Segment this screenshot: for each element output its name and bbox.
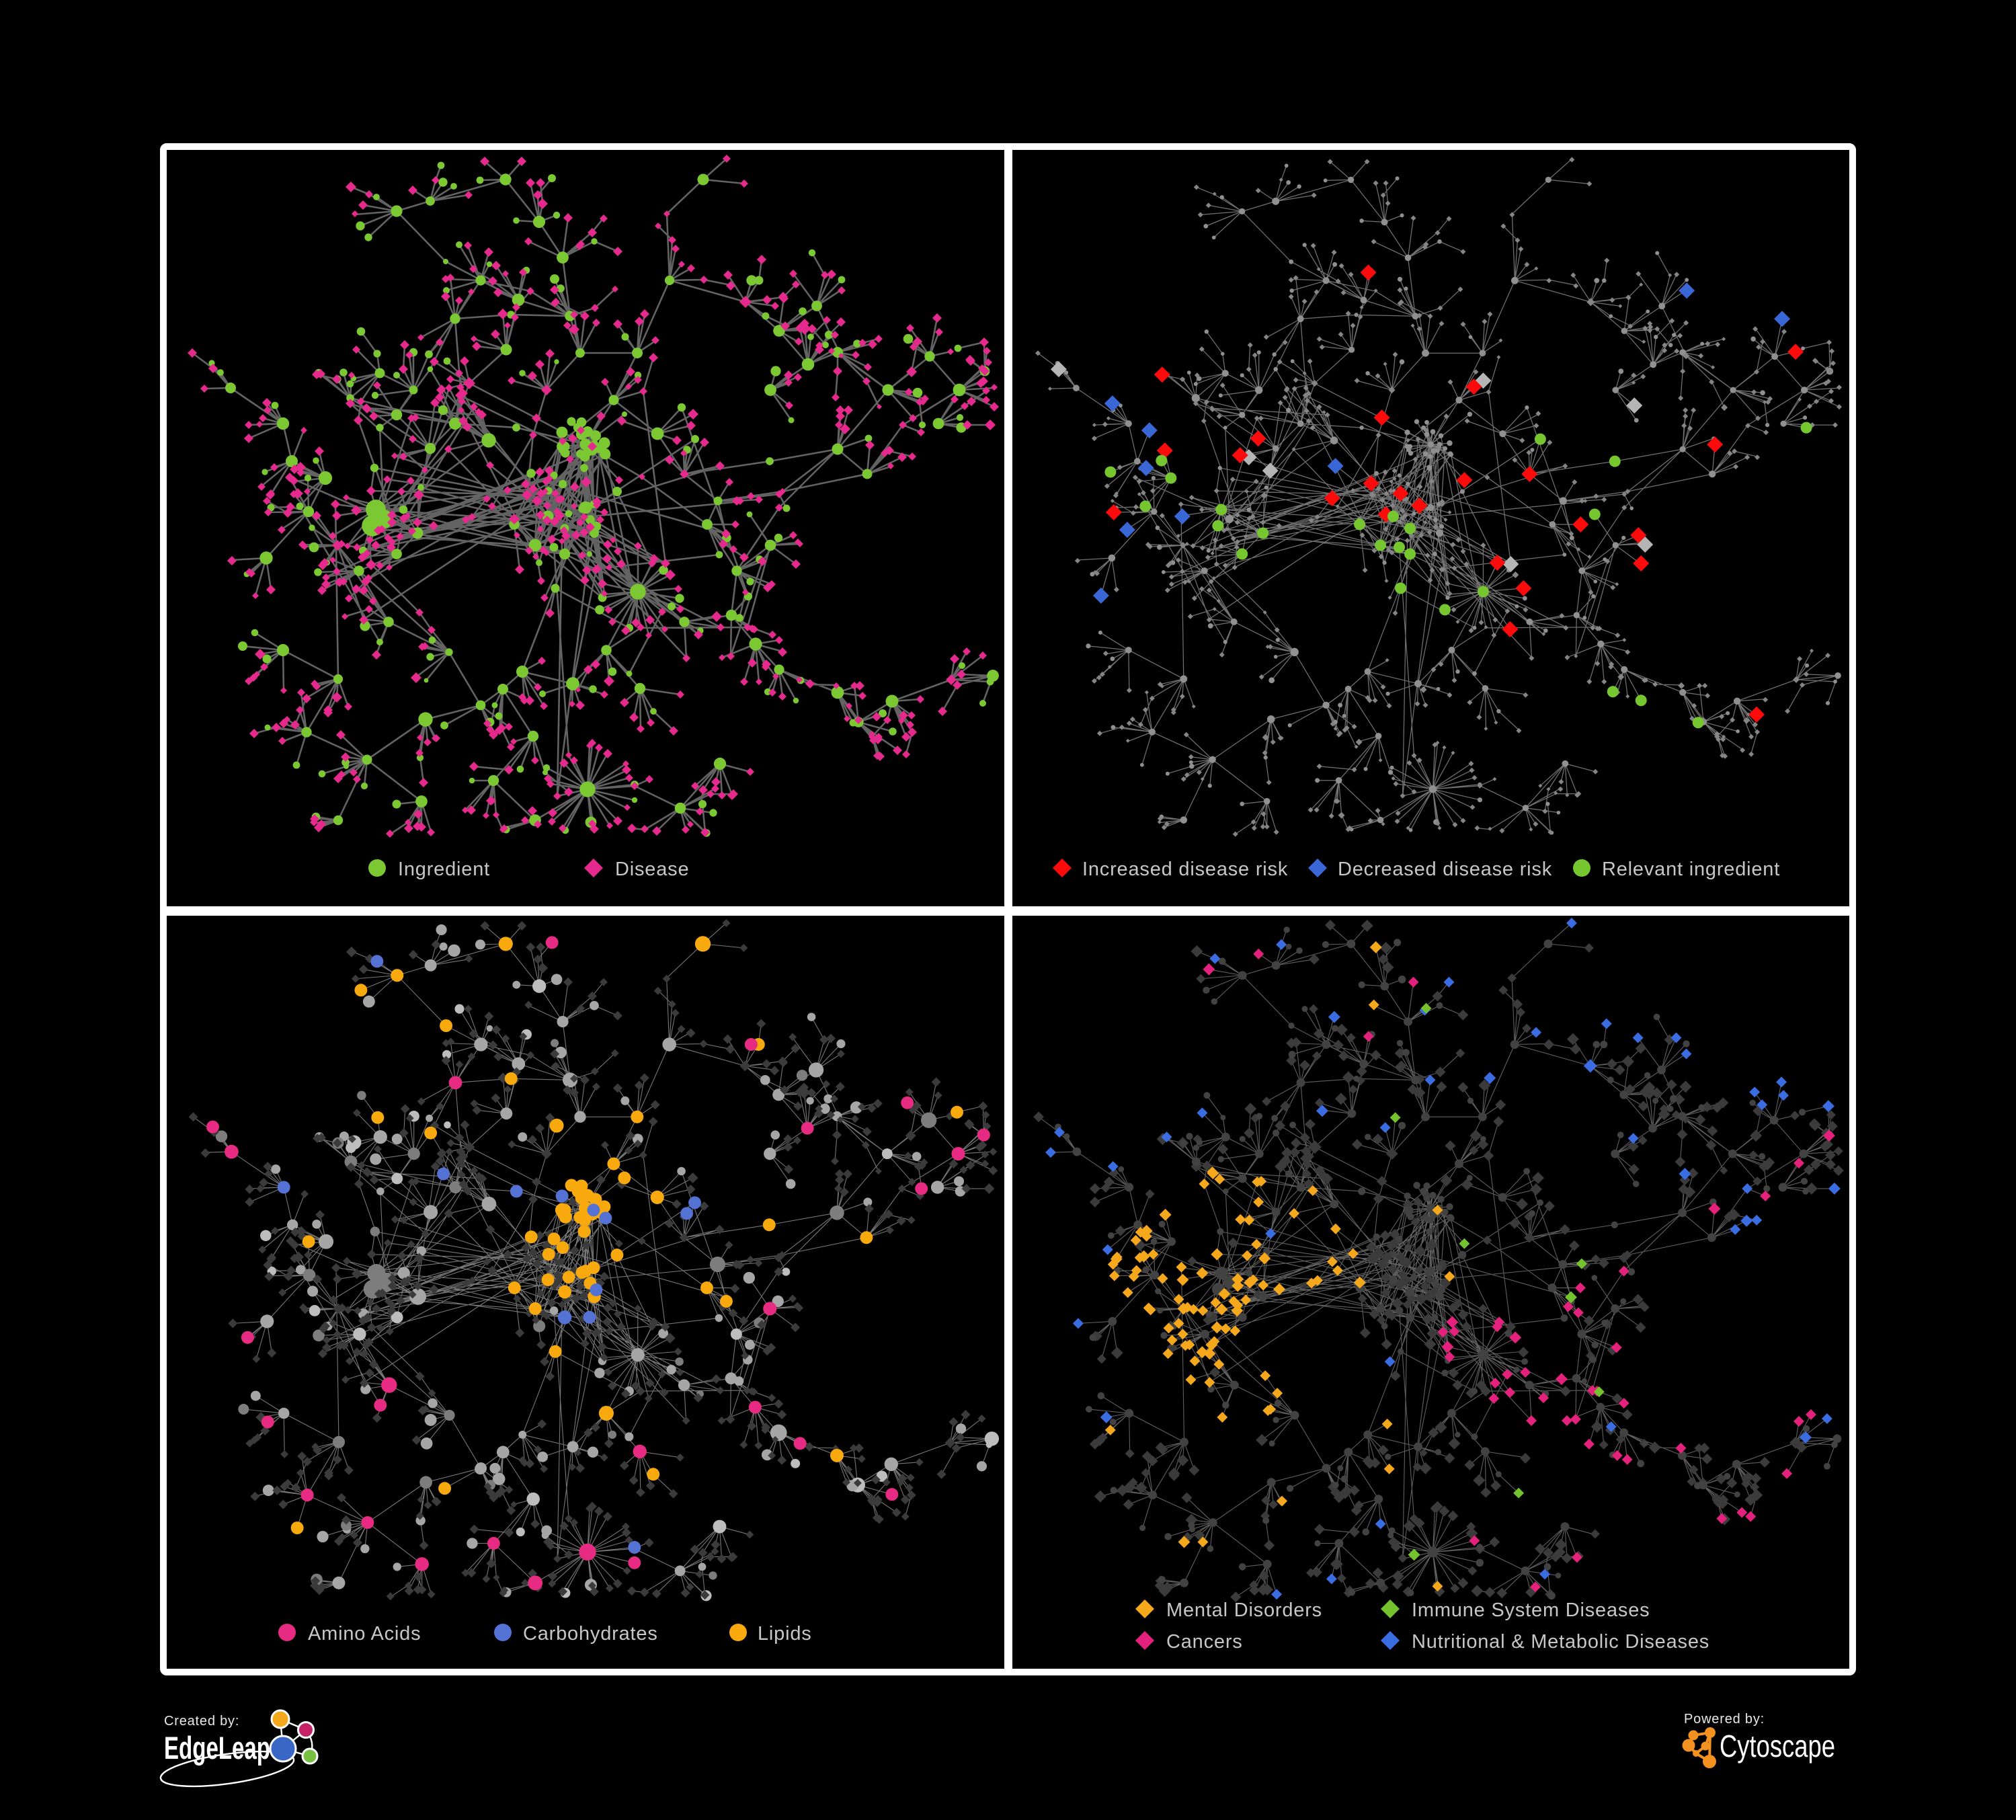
svg-text:Ingredient: Ingredient	[398, 859, 490, 880]
svg-text:Powered by:: Powered by:	[1684, 1712, 1765, 1727]
svg-text:EdgeLeap: EdgeLeap	[164, 1730, 270, 1766]
svg-text:Decreased disease risk: Decreased disease risk	[1338, 859, 1552, 880]
svg-text:Nutritional & Metabolic Diseas: Nutritional & Metabolic Diseases	[1412, 1631, 1709, 1653]
svg-text:Lipids: Lipids	[758, 1623, 812, 1645]
svg-text:Increased disease risk: Increased disease risk	[1082, 859, 1288, 880]
svg-text:Mental Disorders: Mental Disorders	[1166, 1599, 1322, 1621]
svg-text:Carbohydrates: Carbohydrates	[523, 1623, 658, 1645]
svg-text:Amino Acids: Amino Acids	[308, 1623, 421, 1645]
svg-text:Cytoscape: Cytoscape	[1720, 1729, 1835, 1764]
svg-text:Created by:: Created by:	[164, 1714, 239, 1729]
svg-text:Relevant ingredient: Relevant ingredient	[1602, 859, 1780, 880]
svg-text:Cancers: Cancers	[1166, 1631, 1243, 1653]
svg-text:Immune System Diseases: Immune System Diseases	[1412, 1599, 1650, 1621]
svg-text:Disease: Disease	[615, 859, 689, 880]
